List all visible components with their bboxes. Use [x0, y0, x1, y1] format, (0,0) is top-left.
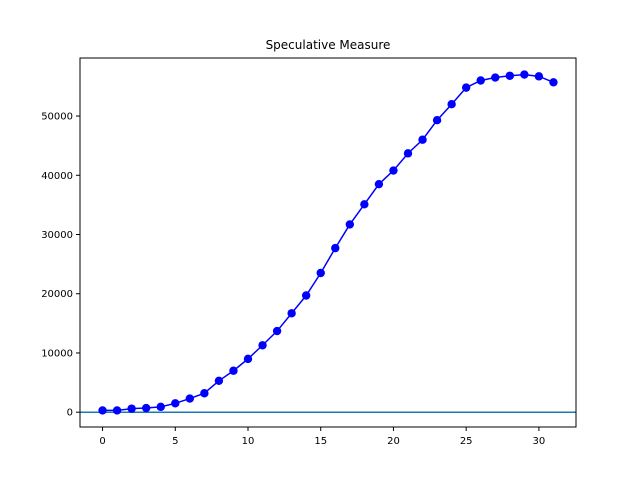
plot-frame — [79, 57, 577, 428]
y-tick-label: 0 — [67, 408, 73, 419]
data-point — [127, 404, 136, 413]
x-tick-label: 0 — [99, 436, 105, 447]
data-point — [505, 71, 515, 80]
data-point — [432, 115, 442, 125]
data-point — [287, 309, 296, 318]
axis-ticks: 0 5 10 15 20 25 30 0 10000 20000 30000 40000 50000 — [41, 112, 545, 447]
y-tick-label: 40000 — [41, 171, 73, 182]
data-point — [549, 78, 558, 87]
data-point — [534, 72, 544, 81]
data-point — [447, 99, 456, 109]
data-point — [418, 135, 427, 144]
data-point — [200, 389, 209, 398]
data-point — [301, 291, 311, 300]
data-point — [171, 399, 180, 408]
data-point — [112, 406, 122, 415]
chart-title: Speculative Measure — [266, 38, 391, 52]
data-point — [461, 83, 471, 92]
x-tick-label: 10 — [242, 436, 255, 447]
data-point — [316, 268, 325, 278]
data-point — [214, 376, 224, 386]
x-tick-label: 25 — [460, 436, 473, 447]
data-point — [258, 341, 267, 350]
data-point — [476, 76, 485, 85]
data-point — [520, 70, 529, 79]
y-tick-label: 50000 — [41, 112, 73, 123]
x-tick-label: 30 — [533, 436, 546, 447]
data-point — [360, 200, 369, 209]
data-point — [185, 394, 195, 403]
data-point — [389, 166, 398, 175]
y-tick-label: 30000 — [41, 230, 73, 241]
data-point — [345, 220, 355, 229]
series-layer — [98, 70, 558, 415]
data-point — [156, 402, 165, 412]
data-point — [331, 243, 340, 253]
data-point — [403, 149, 413, 158]
y-tick-label: 20000 — [41, 289, 73, 300]
data-point — [141, 403, 151, 413]
y-tick-label: 10000 — [41, 348, 73, 359]
data-point — [243, 354, 253, 364]
x-tick-label: 15 — [314, 436, 327, 447]
data-point — [374, 179, 384, 189]
data-point — [229, 366, 238, 375]
x-tick-label: 20 — [387, 436, 400, 447]
data-point — [272, 326, 282, 336]
data-point — [98, 406, 107, 415]
x-tick-label: 5 — [172, 436, 178, 447]
data-point — [491, 73, 500, 82]
